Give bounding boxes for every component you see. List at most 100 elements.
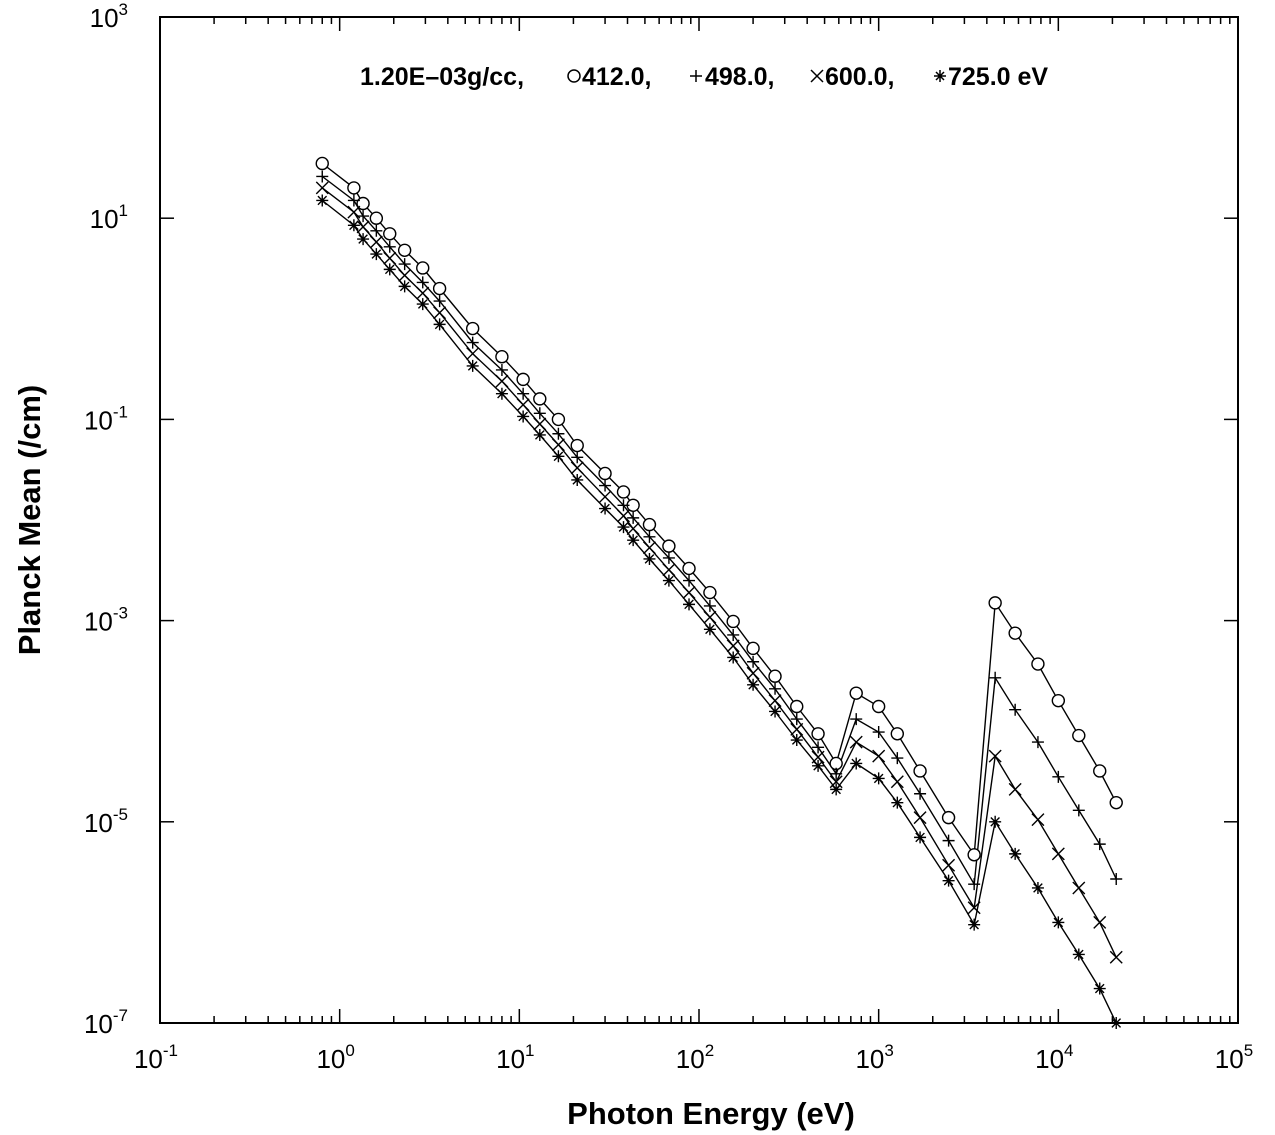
data-point bbox=[1109, 950, 1123, 964]
x-tick-label: 105 bbox=[1215, 1041, 1253, 1074]
data-point bbox=[1072, 728, 1086, 743]
data-point bbox=[465, 321, 480, 336]
data-point bbox=[599, 479, 612, 492]
data-point bbox=[627, 511, 640, 524]
data-point bbox=[913, 764, 927, 778]
data-point bbox=[1093, 838, 1106, 851]
data-point bbox=[790, 713, 803, 726]
title-plus-marker-icon bbox=[690, 70, 702, 82]
data-point bbox=[830, 783, 843, 796]
data-point bbox=[416, 286, 430, 300]
data-point bbox=[533, 428, 546, 441]
data-point bbox=[942, 834, 955, 847]
data-point bbox=[703, 585, 717, 600]
data-point bbox=[871, 699, 886, 714]
data-point bbox=[703, 623, 716, 636]
data-point bbox=[347, 194, 360, 207]
minor-ticks bbox=[213, 17, 1231, 1023]
data-point bbox=[383, 240, 396, 253]
data-point bbox=[989, 671, 1002, 684]
series-markers-600.0 bbox=[315, 181, 1123, 964]
data-point bbox=[495, 374, 509, 388]
data-point bbox=[967, 848, 981, 862]
data-point bbox=[627, 534, 640, 547]
data-point bbox=[598, 490, 612, 504]
data-point bbox=[769, 682, 782, 695]
data-point bbox=[872, 772, 885, 785]
data-point bbox=[598, 466, 612, 481]
data-point bbox=[397, 243, 412, 257]
data-point bbox=[811, 750, 825, 764]
x-tick-labels: 10-1 100 101 102 103 104 105 bbox=[134, 1041, 1253, 1074]
data-point bbox=[398, 258, 411, 271]
data-point bbox=[642, 517, 657, 532]
data-point bbox=[747, 655, 760, 668]
title-density: 1.20E–03g/cc, bbox=[360, 63, 524, 91]
data-point bbox=[1052, 770, 1065, 783]
data-point bbox=[433, 306, 447, 320]
data-point bbox=[682, 586, 696, 600]
data-point bbox=[942, 858, 956, 872]
data-point bbox=[850, 713, 863, 726]
data-point bbox=[769, 705, 782, 718]
data-point bbox=[812, 759, 825, 772]
data-point bbox=[495, 387, 508, 400]
data-point bbox=[914, 831, 927, 844]
title-series-4: 725.0 eV bbox=[948, 63, 1048, 91]
series-line-412.0 bbox=[321, 162, 1117, 857]
data-point bbox=[1008, 782, 1022, 796]
data-point bbox=[1031, 657, 1045, 671]
data-point bbox=[533, 417, 547, 431]
title-series-3: 600.0, bbox=[825, 63, 895, 91]
title-circle-marker-icon bbox=[567, 69, 581, 83]
series-lines bbox=[321, 162, 1117, 1024]
data-point bbox=[369, 211, 384, 225]
x-tick-label: 102 bbox=[676, 1041, 714, 1074]
series-markers bbox=[315, 156, 1123, 1029]
data-point bbox=[1031, 736, 1044, 749]
chart-title: 1.20E–03g/cc, 412.0, 498.0, 600.0, 725.0… bbox=[360, 63, 1048, 91]
data-point bbox=[517, 387, 530, 400]
data-point bbox=[316, 194, 329, 207]
data-point bbox=[357, 210, 370, 223]
data-point bbox=[662, 539, 676, 553]
y-tick-labels: 10-7 10-5 10-3 10-1 101 103 bbox=[84, 0, 128, 1039]
data-point bbox=[1093, 982, 1106, 995]
data-point bbox=[1031, 881, 1044, 894]
data-point bbox=[416, 298, 429, 311]
y-tick-label: 101 bbox=[90, 201, 128, 234]
data-point bbox=[369, 235, 383, 249]
data-point bbox=[552, 450, 565, 463]
data-point bbox=[617, 499, 630, 512]
data-point bbox=[914, 787, 927, 800]
data-point bbox=[466, 347, 480, 361]
data-point bbox=[495, 363, 508, 376]
data-point bbox=[571, 451, 584, 464]
data-point bbox=[811, 727, 825, 741]
data-point bbox=[891, 752, 904, 765]
data-point bbox=[552, 427, 565, 440]
data-point bbox=[849, 735, 863, 749]
x-tick-label: 10-1 bbox=[134, 1041, 178, 1074]
data-point bbox=[790, 699, 804, 714]
series-markers-412.0 bbox=[315, 156, 1123, 862]
data-point bbox=[642, 541, 656, 555]
data-point bbox=[570, 461, 584, 475]
data-point bbox=[727, 628, 740, 641]
data-point bbox=[643, 530, 656, 543]
data-point bbox=[1110, 873, 1123, 886]
data-point bbox=[1009, 703, 1022, 716]
series-line-600.0 bbox=[321, 187, 1117, 958]
data-point bbox=[872, 749, 886, 763]
major-ticks bbox=[159, 16, 1239, 1024]
data-point bbox=[683, 598, 696, 611]
data-point bbox=[942, 874, 955, 887]
data-point bbox=[941, 810, 956, 825]
data-point bbox=[988, 749, 1002, 763]
data-point bbox=[316, 170, 329, 183]
data-point bbox=[768, 694, 782, 708]
data-point bbox=[1093, 764, 1107, 778]
series-markers-725.0 bbox=[316, 194, 1123, 1029]
y-tick-label: 10-1 bbox=[84, 402, 128, 435]
title-asterisk-marker-icon bbox=[934, 70, 946, 82]
